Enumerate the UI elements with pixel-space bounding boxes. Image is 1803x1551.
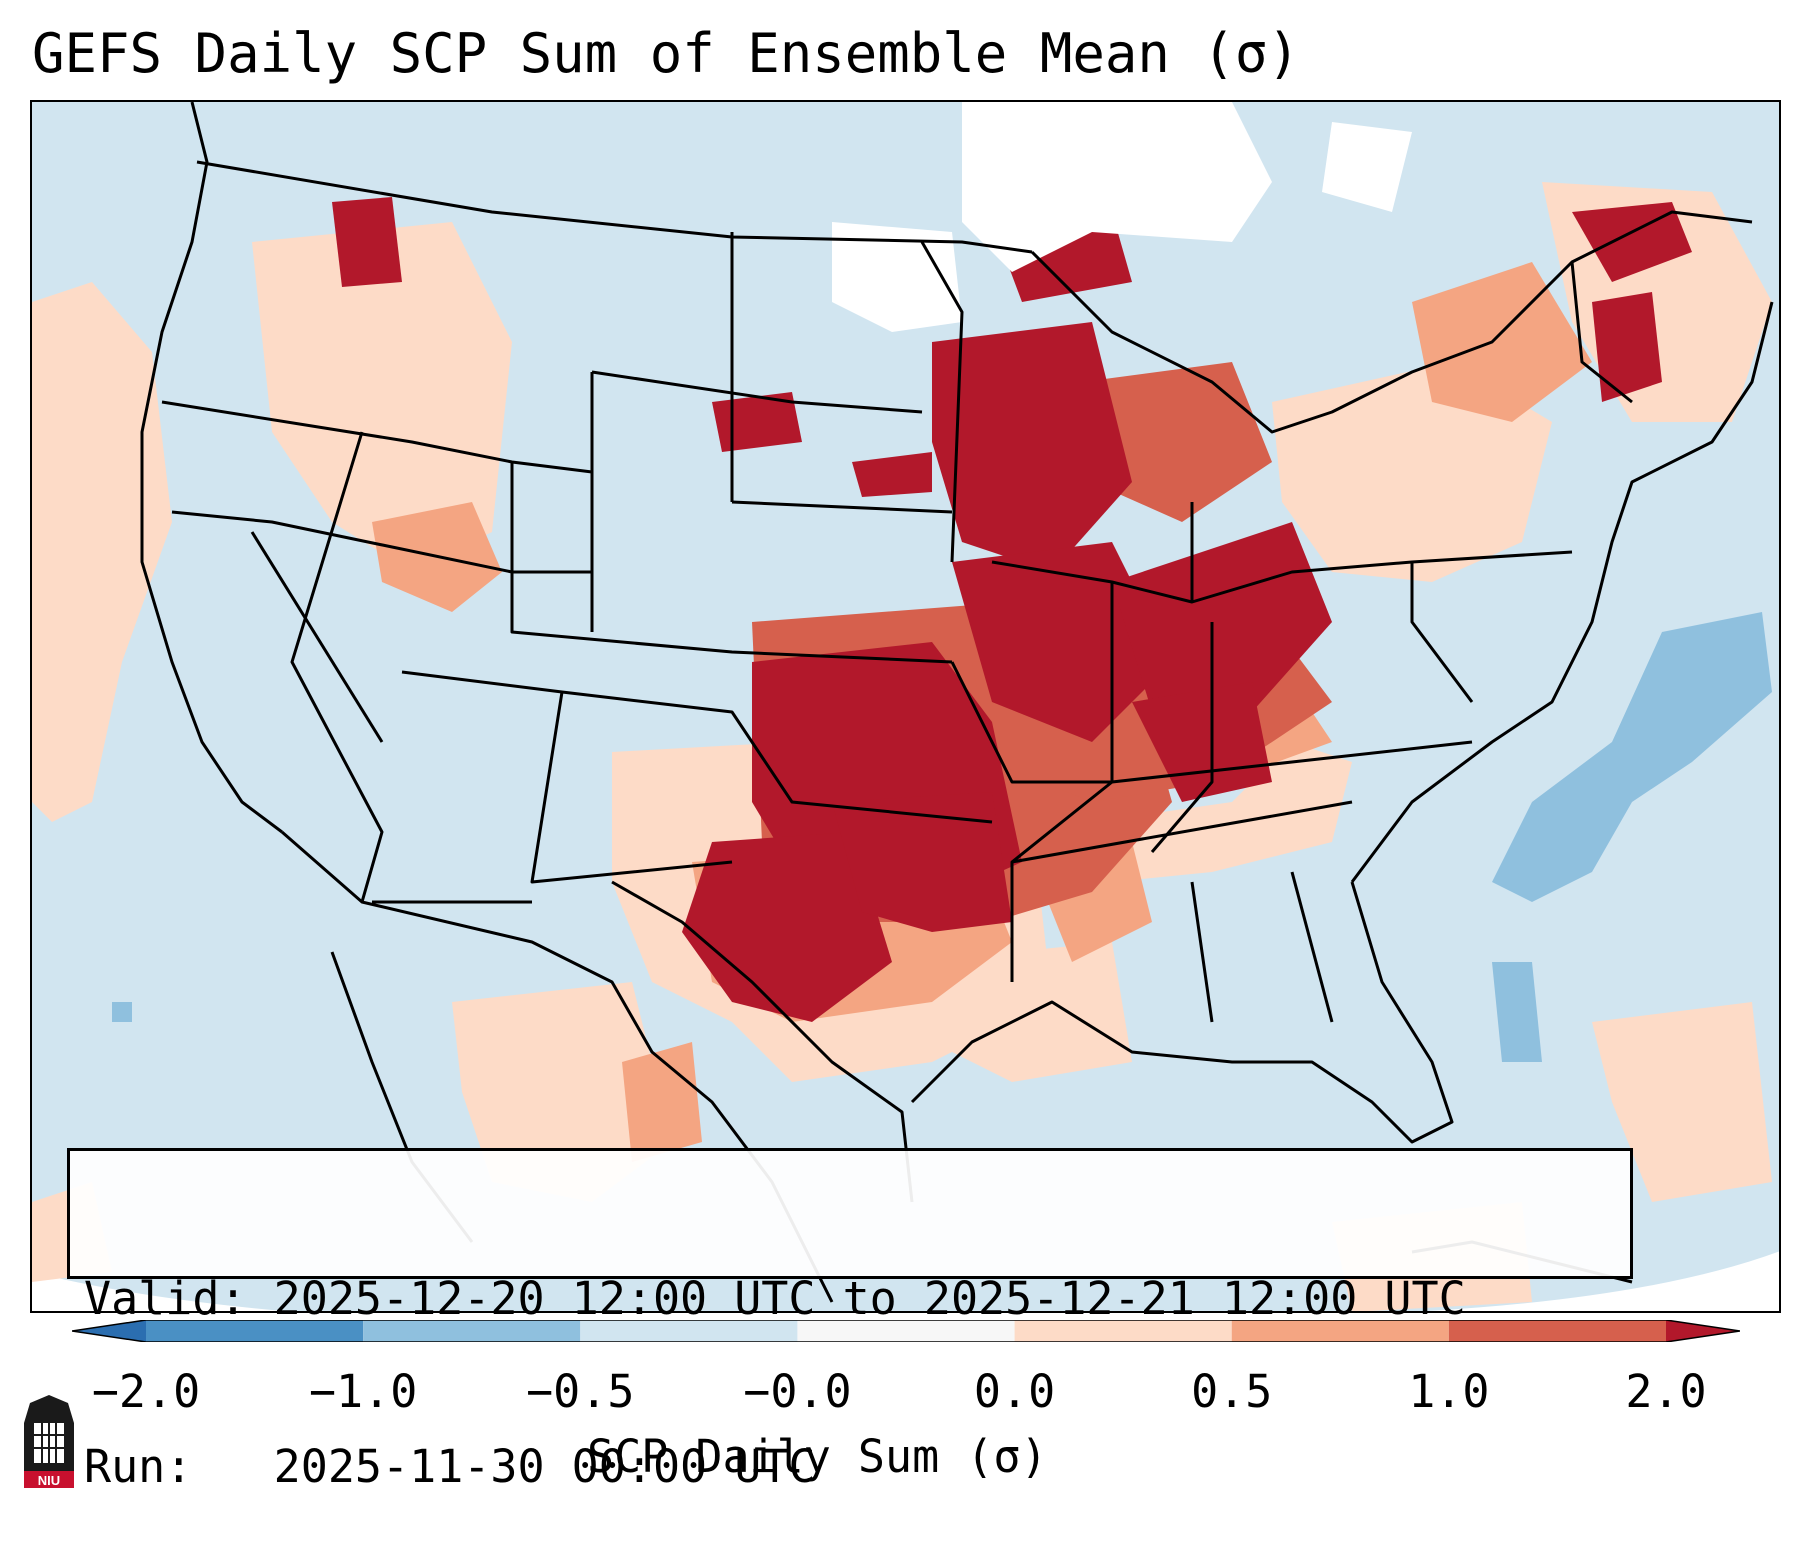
- colorbar-tick-label: 1.0: [1408, 1365, 1490, 1418]
- validity-info-box: Valid: 2025-12-20 12:00 UTC to 2025-12-2…: [67, 1148, 1633, 1493]
- colorbar-tick-label: 2.0: [1625, 1365, 1707, 1418]
- anomaly-very-strong-positive: [332, 197, 1692, 1022]
- political-boundaries: [140, 102, 1774, 1303]
- colorbar-bin: [1014, 1320, 1232, 1342]
- valid-time-text: Valid: 2025-12-20 12:00 UTC to 2025-12-2…: [84, 1272, 1466, 1325]
- niu-logo-icon: NIU: [24, 1395, 74, 1488]
- colorbar-tick-label: −0.5: [526, 1365, 635, 1418]
- colorbar-tick-label: −2.0: [91, 1365, 201, 1418]
- colorbar-tick-label: 0.5: [1191, 1365, 1273, 1418]
- colorbar-bins: [72, 1320, 1740, 1342]
- colorbar-bin: [1448, 1320, 1666, 1342]
- chart-title: GEFS Daily SCP Sum of Ensemble Mean (σ): [32, 22, 1300, 85]
- colorbar-label: SCP Daily Sum (σ): [587, 1430, 1048, 1483]
- colorbar-tick-label: −0.0: [743, 1365, 852, 1418]
- colorbar: [72, 1320, 1740, 1342]
- colorbar-tick-label: −1.0: [308, 1365, 418, 1418]
- map-svg: [32, 102, 1779, 1311]
- colorbar-bin: [1666, 1320, 1740, 1342]
- map-panel: [30, 100, 1781, 1313]
- logo-text: NIU: [38, 1473, 60, 1488]
- colorbar-tick-label: 0.0: [973, 1365, 1056, 1418]
- colorbar-bin: [146, 1320, 364, 1342]
- colorbar-bin: [797, 1320, 1015, 1342]
- colorbar-bin: [580, 1320, 798, 1342]
- colorbar-bin: [1231, 1320, 1449, 1342]
- near-zero-region: [832, 102, 1412, 332]
- run-time-text: Run: 2025-11-30 00:00 UTC: [84, 1440, 816, 1493]
- colorbar-bin: [363, 1320, 581, 1342]
- anomaly-negative: [112, 612, 1772, 1062]
- colorbar-bin: [72, 1320, 146, 1342]
